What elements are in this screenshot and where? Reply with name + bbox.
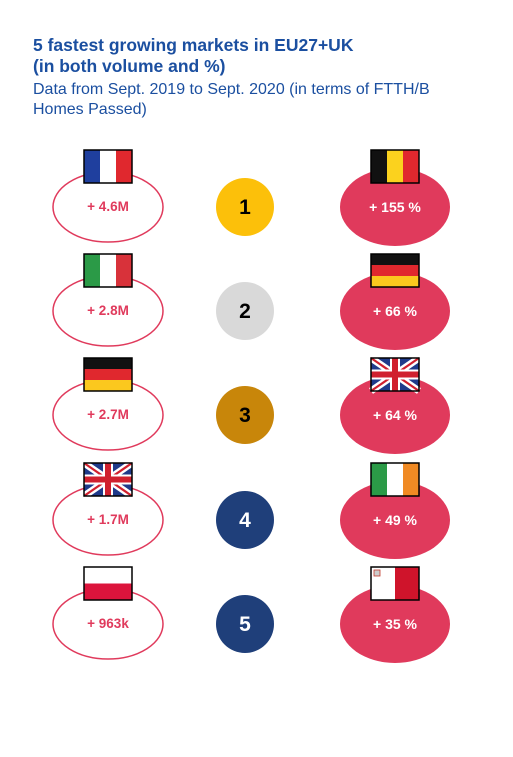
- flag-poland-icon: [83, 566, 133, 601]
- title-line-1: 5 fastest growing markets in EU27+UK: [33, 35, 354, 55]
- percent-growth-label: + 49 %: [373, 512, 418, 528]
- ranking-row: + 2.8M 2 + 66 %: [52, 272, 450, 350]
- chart-title: 5 fastest growing markets in EU27+UK (in…: [33, 35, 493, 77]
- volume-growth-label: + 2.7M: [87, 407, 129, 422]
- subtitle-line-1: Data from Sept. 2019 to Sept. 2020 (in t…: [33, 81, 430, 98]
- rank-number: 2: [239, 300, 251, 323]
- ranking-row: + 2.7M 3 + 64 %: [52, 376, 450, 454]
- rank-badge: [216, 178, 274, 236]
- flag-uk-icon: [369, 355, 421, 394]
- percent-oval: [340, 376, 450, 454]
- flag-italy-icon: [83, 253, 133, 288]
- volume-growth-label: + 1.7M: [87, 512, 129, 527]
- rank-number: 5: [239, 613, 251, 636]
- percent-oval: [340, 272, 450, 350]
- rank-badge: [216, 282, 274, 340]
- volume-growth-label: + 2.8M: [87, 303, 129, 318]
- percent-oval: [340, 168, 450, 246]
- percent-growth-label: + 155 %: [369, 199, 421, 215]
- percent-oval: [340, 481, 450, 559]
- volume-growth-label: + 4.6M: [87, 199, 129, 214]
- flag-germany-icon: [370, 253, 420, 288]
- ranking-row: + 4.6M 1 + 155 %: [52, 168, 450, 246]
- flag-belgium-icon: [370, 149, 420, 184]
- title-line-2: (in both volume and %): [33, 56, 226, 76]
- flag-ireland-icon: [370, 462, 420, 497]
- flag-germany-icon: [83, 357, 133, 392]
- percent-growth-label: + 64 %: [373, 407, 418, 423]
- flag-uk-icon: [82, 460, 134, 499]
- rank-badge: [216, 386, 274, 444]
- flag-france-icon: [83, 149, 133, 184]
- rank-badge: [216, 595, 274, 653]
- rank-number: 1: [239, 196, 251, 219]
- chart-subtitle: Data from Sept. 2019 to Sept. 2020 (in t…: [33, 80, 503, 120]
- volume-growth-label: + 963k: [87, 616, 129, 631]
- percent-growth-label: + 35 %: [373, 616, 418, 632]
- flag-malta-icon: [370, 566, 420, 601]
- rank-badge: [216, 491, 274, 549]
- ranking-row: + 963k 5 + 35 %: [52, 585, 450, 663]
- percent-growth-label: + 66 %: [373, 303, 418, 319]
- ranking-row: + 1.7M 4 + 49 %: [52, 481, 450, 559]
- rank-number: 3: [239, 404, 251, 427]
- subtitle-line-2: Homes Passed): [33, 101, 147, 118]
- rank-number: 4: [239, 509, 251, 532]
- percent-oval: [340, 585, 450, 663]
